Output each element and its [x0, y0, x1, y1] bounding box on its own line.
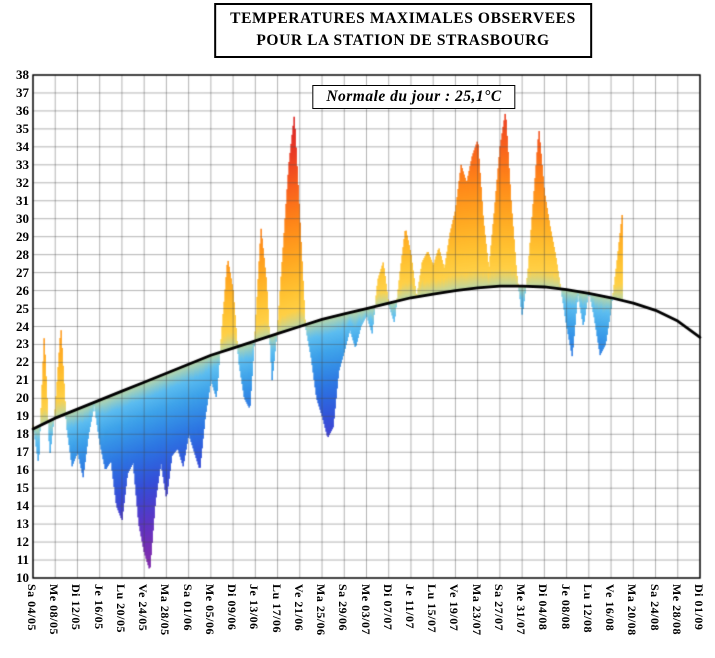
normale-label: Normale du jour : 25,1°C — [326, 88, 502, 105]
chart-title-line2: POUR LA STATION DE STRASBOURG — [256, 32, 550, 50]
chart-title-line1: TEMPERATURES MAXIMALES OBSERVEES — [230, 10, 576, 27]
chart-title-box: TEMPERATURES MAXIMALES OBSERVEES POUR LA… — [214, 3, 592, 58]
normale-annotation-box: Normale du jour : 25,1°C — [312, 85, 516, 109]
